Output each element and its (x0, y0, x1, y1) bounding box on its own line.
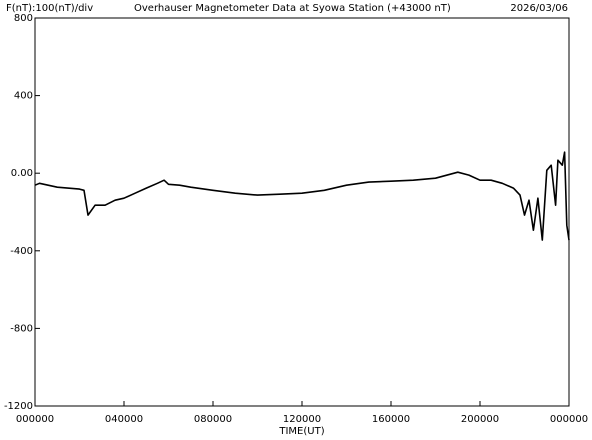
y-tick-label: 0.00 (11, 168, 33, 179)
y-tick-label: 800 (14, 13, 33, 24)
x-tick-label: 160000 (372, 414, 410, 425)
x-tick-label: 080000 (194, 414, 232, 425)
y-tick-label: -1200 (4, 401, 33, 412)
x-tick-label: 120000 (283, 414, 321, 425)
x-tick-label: 200000 (461, 414, 499, 425)
chart-title: Overhauser Magnetometer Data at Syowa St… (134, 3, 451, 14)
x-tick-label: 000000 (550, 414, 588, 425)
x-tick-label: 000000 (16, 414, 54, 425)
x-axis-label: TIME(UT) (278, 426, 324, 437)
date: 2026/03/06 (510, 3, 568, 14)
x-tick-label: 040000 (105, 414, 143, 425)
y-tick-label: -400 (10, 246, 33, 257)
y-tick-label: -800 (10, 323, 33, 334)
data-line (34, 151, 570, 241)
unit-note: F(nT):100(nT)/div (6, 3, 93, 14)
y-tick-label: 400 (14, 91, 33, 102)
